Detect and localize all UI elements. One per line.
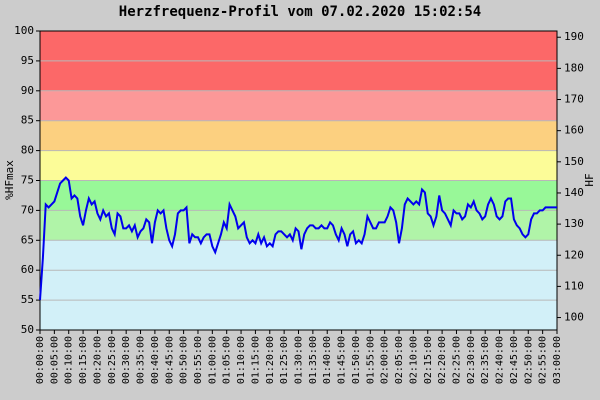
x-tick-label: 00:05:00 bbox=[49, 336, 60, 384]
x-tick-label: 02:40:00 bbox=[495, 336, 506, 384]
x-tick-label: 00:45:00 bbox=[164, 336, 175, 384]
x-tick-label: 02:15:00 bbox=[423, 336, 434, 384]
y2-axis-label: HF bbox=[583, 173, 596, 186]
x-tick-label: 01:50:00 bbox=[351, 336, 362, 384]
x-tick-label: 02:50:00 bbox=[523, 336, 534, 384]
y-tick-label: 80 bbox=[21, 144, 34, 157]
y2-tick-label: 100 bbox=[564, 311, 584, 324]
x-tick-label: 01:55:00 bbox=[365, 336, 376, 384]
x-tick-label: 01:45:00 bbox=[337, 336, 348, 384]
x-tick-label: 02:10:00 bbox=[408, 336, 419, 384]
x-tick-label: 00:20:00 bbox=[92, 336, 103, 384]
x-tick-label: 02:20:00 bbox=[437, 336, 448, 384]
x-tick-label: 00:40:00 bbox=[150, 336, 161, 384]
y-tick-label: 55 bbox=[21, 293, 34, 306]
y2-tick-label: 160 bbox=[564, 124, 584, 137]
zone-band bbox=[40, 180, 557, 211]
x-tick-label: 01:20:00 bbox=[265, 336, 276, 384]
y-tick-label: 70 bbox=[21, 203, 34, 216]
zone-band bbox=[40, 150, 557, 181]
x-tick-label: 01:05:00 bbox=[222, 336, 233, 384]
x-tick-label: 02:35:00 bbox=[480, 336, 491, 384]
y2-tick-label: 180 bbox=[564, 61, 584, 74]
y-axis-label: %HFmax bbox=[3, 160, 16, 200]
x-tick-label: 01:40:00 bbox=[322, 336, 333, 384]
y2-tick-label: 150 bbox=[564, 155, 584, 168]
y-tick-label: 65 bbox=[21, 233, 34, 246]
chart-title: Herzfrequenz-Profil vom 07.02.2020 15:02… bbox=[119, 4, 481, 20]
x-tick-label: 01:35:00 bbox=[308, 336, 319, 384]
y-tick-label: 95 bbox=[21, 54, 34, 67]
y-tick-label: 85 bbox=[21, 114, 34, 127]
zone-band bbox=[40, 120, 557, 151]
data-line bbox=[39, 176, 557, 301]
x-tick-label: 02:00:00 bbox=[380, 336, 391, 384]
x-tick-label: 01:25:00 bbox=[279, 336, 290, 384]
x-tick-label: 01:00:00 bbox=[207, 336, 218, 384]
x-tick-label: 00:50:00 bbox=[179, 336, 190, 384]
x-tick-label: 01:30:00 bbox=[294, 336, 305, 384]
x-tick-label: 02:55:00 bbox=[538, 336, 549, 384]
x-tick-label: 00:15:00 bbox=[78, 336, 89, 384]
y-tick-label: 90 bbox=[21, 84, 34, 97]
x-tick-label: 02:25:00 bbox=[451, 336, 462, 384]
x-tick-label: 01:10:00 bbox=[236, 336, 247, 384]
x-tick-label: 00:35:00 bbox=[136, 336, 147, 384]
x-tick-label: 00:10:00 bbox=[64, 336, 75, 384]
x-tick-label: 02:30:00 bbox=[466, 336, 477, 384]
y2-tick-label: 170 bbox=[564, 93, 584, 106]
x-tick-label: 00:55:00 bbox=[193, 336, 204, 384]
x-tick-label: 00:30:00 bbox=[121, 336, 132, 384]
y2-tick-label: 120 bbox=[564, 248, 584, 261]
x-tick-label: 01:15:00 bbox=[250, 336, 261, 384]
x-tick-label: 02:45:00 bbox=[509, 336, 520, 384]
zone-band bbox=[40, 240, 557, 330]
y-tick-label: 75 bbox=[21, 174, 34, 187]
y2-tick-label: 190 bbox=[564, 30, 584, 43]
y-tick-label: 100 bbox=[14, 24, 34, 37]
y-tick-label: 50 bbox=[21, 323, 34, 336]
plot-border bbox=[39, 30, 558, 331]
y2-tick-label: 130 bbox=[564, 217, 584, 230]
x-tick-label: 03:00:00 bbox=[552, 336, 563, 384]
x-tick-label: 00:00:00 bbox=[35, 336, 46, 384]
y-tick-label: 60 bbox=[21, 263, 34, 276]
x-tick-label: 00:25:00 bbox=[107, 336, 118, 384]
zone-band bbox=[40, 90, 557, 121]
y2-tick-label: 110 bbox=[564, 279, 584, 292]
y2-tick-label: 140 bbox=[564, 186, 584, 199]
x-tick-label: 02:05:00 bbox=[394, 336, 405, 384]
